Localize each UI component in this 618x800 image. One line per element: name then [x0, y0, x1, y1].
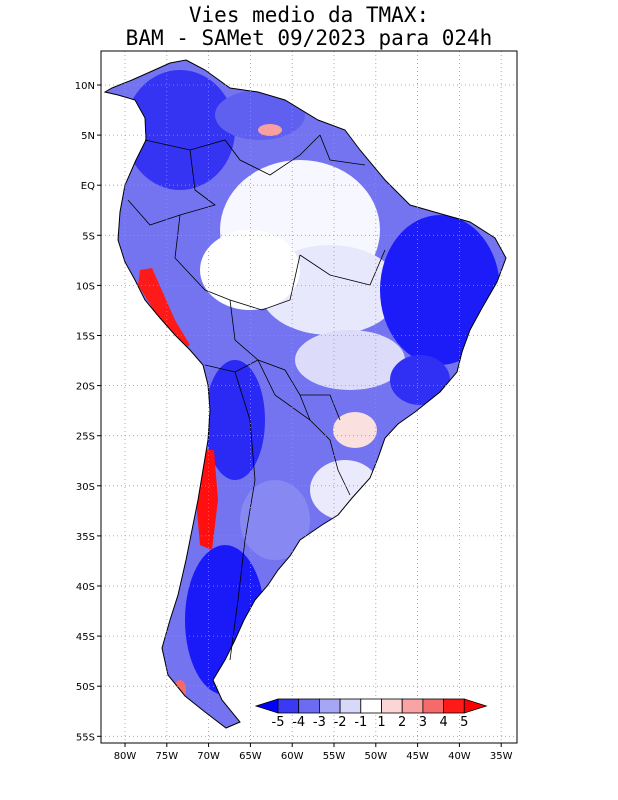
bias-area-pink — [258, 124, 282, 136]
longitude-label: 70W — [197, 751, 220, 762]
coastline — [103, 59, 507, 729]
bias-area-deep-blue — [205, 360, 265, 480]
latitude-label: 30S — [76, 482, 95, 493]
colorbar-label: -4 — [292, 715, 305, 730]
colorbar-label: -2 — [334, 715, 347, 730]
colorbar-swatch — [298, 698, 320, 714]
graticule — [101, 51, 517, 743]
longitude-label: 60W — [281, 751, 304, 762]
colorbar-label: 4 — [439, 715, 447, 730]
latitude-label: 35S — [76, 532, 95, 543]
latitude-label: 55S — [76, 732, 95, 743]
longitude-label: 80W — [114, 751, 137, 762]
map-border — [100, 50, 518, 744]
latitude-label: 10N — [75, 81, 95, 92]
latitude-label: 40S — [76, 582, 95, 593]
longitude-label: 65W — [239, 751, 262, 762]
latitude-label: 25S — [76, 432, 95, 443]
colorbar-swatch — [339, 698, 362, 714]
colorbar-label: 5 — [460, 715, 468, 730]
bias-area-deep-blue — [380, 215, 500, 365]
bias-area-white — [200, 230, 300, 310]
colorbar-label: 3 — [419, 715, 427, 730]
longitude-label: 35W — [490, 751, 513, 762]
latitude-label: 5N — [81, 131, 95, 142]
bias-area-deep-blue — [125, 70, 235, 190]
colorbar-swatch — [381, 698, 403, 714]
bias-area-blue — [215, 90, 305, 140]
colorbar-label: 2 — [398, 715, 406, 730]
colorbar-swatch — [422, 698, 444, 714]
latitude-label: 10S — [76, 281, 95, 292]
longitude-label: 50W — [364, 751, 387, 762]
bias-area-white — [295, 330, 405, 390]
bias-area-red — [138, 268, 190, 350]
colorbar-arrow-right — [463, 698, 488, 714]
colorbar-label: 1 — [377, 715, 385, 730]
colorbar-label: -1 — [354, 715, 367, 730]
latitude-label: 15S — [76, 332, 95, 343]
colorbar-swatch — [277, 698, 300, 714]
colorbar-swatch — [360, 698, 382, 714]
latitude-label: 20S — [76, 382, 95, 393]
colorbar-swatch — [318, 698, 341, 714]
longitude-label: 45W — [406, 751, 429, 762]
latitude-label: 45S — [76, 632, 95, 643]
longitude-label: 55W — [323, 751, 346, 762]
bias-area-deep-blue — [390, 355, 450, 405]
colorbar-label: -5 — [272, 715, 285, 730]
country-borders — [127, 134, 386, 661]
latitude-label: 5S — [82, 231, 95, 242]
map-title-line1: Vies medio da TMAX: — [188, 3, 430, 27]
latitude-label: 50S — [76, 682, 95, 693]
colorbar-label: -3 — [313, 715, 326, 730]
longitude-label: 75W — [155, 751, 178, 762]
colorbar-swatch — [401, 698, 424, 714]
longitude-label: 40W — [448, 751, 471, 762]
bias-area-pink — [333, 412, 377, 448]
map-title-line2: BAM - SAMet 09/2023 para 024h — [125, 26, 493, 50]
latitude-label: EQ — [81, 181, 95, 192]
colorbar-swatch — [443, 698, 465, 714]
colorbar: -5 -4 -3 -2 -1 1 2 3 4 5 — [254, 698, 488, 730]
